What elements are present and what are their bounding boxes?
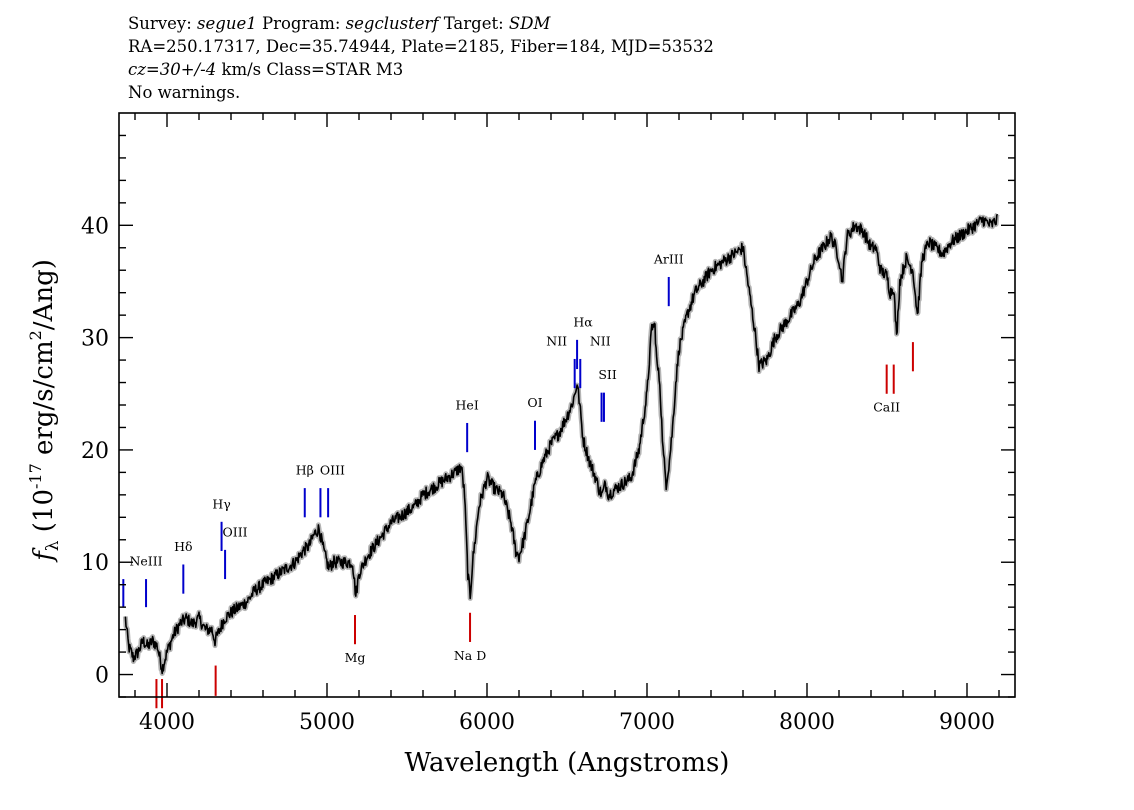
x-tick-label-1: 5000 [299, 710, 355, 735]
line-label-20: Na D [454, 648, 486, 663]
line-label-6: OIII [320, 463, 345, 478]
axis-ticks-layer: 4000 5000 6000 7000 8000 9000 0 10 20 30 40 [81, 113, 1015, 735]
x-tick-label-0: 4000 [139, 710, 195, 735]
line-label-5: Hβ [296, 463, 314, 478]
line-label-9: OI [527, 395, 542, 410]
x-tick-label-5: 9000 [939, 710, 995, 735]
x-axis-title: Wavelength (Angstroms) [405, 748, 730, 778]
y-tick-label-3: 30 [81, 327, 109, 352]
header-line-survey: Survey: segue1 Program: segclusterf Targ… [128, 12, 714, 35]
line-label-11: Hα [573, 314, 593, 329]
y-axis-subscript: λ [43, 540, 63, 551]
line-label-3: Hγ [212, 496, 230, 511]
cz-value: cz=30+/-4 [128, 60, 217, 79]
line-label-1: NeIII [129, 554, 162, 569]
program-label: Program: [261, 14, 341, 33]
x-tick-label-4: 8000 [779, 710, 835, 735]
y-axis-exponent: -17 [26, 463, 45, 489]
line-label-8: HeI [456, 397, 479, 412]
target-label: Target: [443, 14, 504, 33]
line-label-2: Hδ [174, 539, 192, 554]
survey-label: Survey: [128, 14, 192, 33]
y-tick-label-1: 10 [81, 551, 109, 576]
y-axis-unit-close: /Ang) [29, 259, 59, 330]
line-label-15: ArIII [653, 251, 684, 266]
y-axis-title: fλ (10-17 erg/s/cm2/Ang) [26, 259, 63, 563]
y-axis-unit-open: (10 [29, 489, 59, 541]
header-line-redshift: cz=30+/-4 km/s Class=STAR M3 [128, 58, 714, 81]
line-label-13: SII [598, 367, 617, 382]
line-label-21: CaII [873, 400, 900, 415]
y-axis-exponent-2: 2 [26, 330, 45, 340]
line-label-4: OIII [223, 524, 248, 539]
class-text: km/s Class=STAR M3 [216, 60, 404, 79]
target-value: SDM [508, 14, 551, 33]
spectrum-error-band [122, 212, 1000, 676]
line-label-12: NII [590, 333, 611, 348]
spectrum-line [124, 213, 999, 675]
spectrum-layer [122, 212, 1000, 676]
line-label-19: Mg [345, 650, 366, 665]
y-tick-label-2: 20 [81, 439, 109, 464]
header-line-coordinates: RA=250.17317, Dec=35.74944, Plate=2185, … [128, 37, 714, 56]
y-tick-label-4: 40 [81, 214, 109, 239]
x-tick-label-3: 7000 [619, 710, 675, 735]
program-value: segclusterf [345, 14, 439, 33]
line-label-10: NII [546, 333, 567, 348]
spectrum-header: Survey: segue1 Program: segclusterf Targ… [128, 12, 714, 104]
header-line-warnings: No warnings. [128, 83, 241, 102]
y-axis-unit-mid: erg/s/cm [29, 340, 59, 463]
x-tick-label-2: 6000 [459, 710, 515, 735]
y-tick-label-0: 0 [95, 664, 109, 689]
survey-value: segue1 [197, 14, 257, 33]
spectral-lines-layer: NeIII Hδ Hγ OIII Hβ OIII HeI OI NII Hα NII SII ArIII… [122, 251, 914, 709]
